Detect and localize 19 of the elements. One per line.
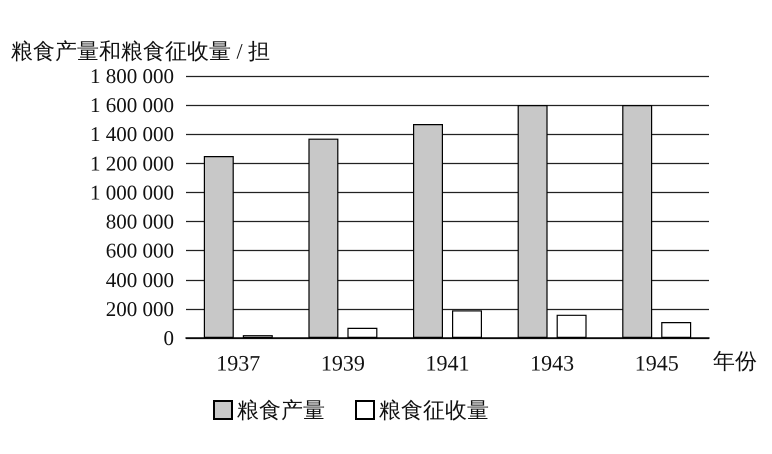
x-tick-label: 1941 bbox=[426, 350, 470, 376]
legend-label: 粮食产量 bbox=[237, 398, 325, 422]
y-axis-title: 粮食产量和粮食征收量 / 担 bbox=[11, 38, 270, 64]
y-tick-label: 1 400 000 bbox=[90, 122, 174, 146]
x-tick-label: 1937 bbox=[216, 350, 260, 376]
legend-label: 粮食征收量 bbox=[379, 398, 489, 422]
y-tick-label: 1 600 000 bbox=[90, 93, 174, 118]
x-axis-title: 年份 bbox=[713, 348, 757, 374]
x-tick-label: 1939 bbox=[320, 350, 365, 376]
x-tick-label: 1945 bbox=[634, 350, 679, 376]
x-tick-label: 1943 bbox=[530, 350, 574, 376]
y-tick-label: 1 000 000 bbox=[90, 180, 174, 204]
y-tick-label: 600 000 bbox=[106, 238, 174, 263]
y-tick-label: 400 000 bbox=[106, 268, 174, 292]
y-tick-label: 1 200 000 bbox=[90, 151, 174, 176]
y-tick-label: 200 000 bbox=[106, 296, 174, 321]
y-tick-label: 0 bbox=[164, 326, 174, 350]
y-tick-label: 800 000 bbox=[106, 210, 174, 234]
y-tick-label: 1 800 000 bbox=[90, 64, 174, 88]
